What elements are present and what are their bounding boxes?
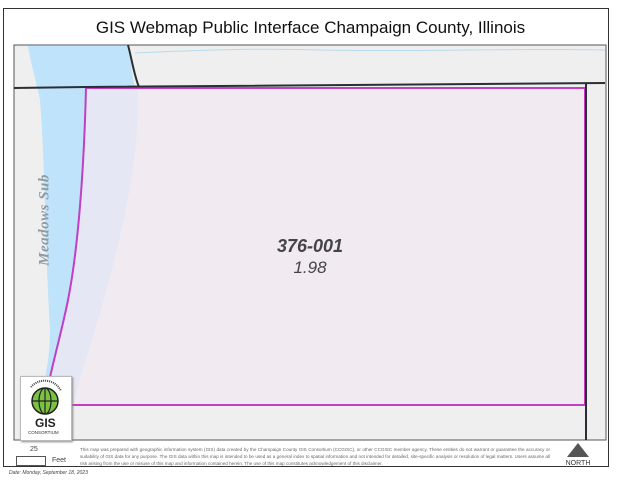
north-arrow: NORTH bbox=[563, 443, 593, 467]
road-horizontal bbox=[13, 82, 606, 89]
map-title: GIS Webmap Public Interface Champaign Co… bbox=[95, 18, 526, 37]
scale-bar-unit: Feet bbox=[52, 457, 67, 464]
globe-icon bbox=[30, 379, 62, 415]
parcel-id-label: 376-001 bbox=[276, 236, 344, 256]
stream bbox=[134, 48, 606, 54]
logo-consortium-text: CONSORTIUM bbox=[28, 430, 59, 435]
north-label: NORTH bbox=[565, 460, 591, 467]
parcel-376-001[interactable] bbox=[45, 88, 585, 405]
logo-gis-text: GIS bbox=[35, 416, 56, 430]
road-upper bbox=[127, 44, 140, 88]
gis-consortium-logo: GIS CONSORTIUM bbox=[20, 376, 72, 441]
scale-bar bbox=[16, 456, 46, 466]
print-date: Date: Monday, September 18, 2023 bbox=[9, 470, 88, 476]
parcel-acres-label: 1.98 bbox=[293, 258, 327, 277]
north-arrow-icon bbox=[567, 443, 589, 457]
scale-bar-value: 25 bbox=[30, 446, 38, 453]
page-frame bbox=[3, 8, 609, 467]
disclaimer: This map was prepared with geographic in… bbox=[80, 447, 550, 466]
subdivision-label: Meadows Sub bbox=[36, 174, 53, 266]
